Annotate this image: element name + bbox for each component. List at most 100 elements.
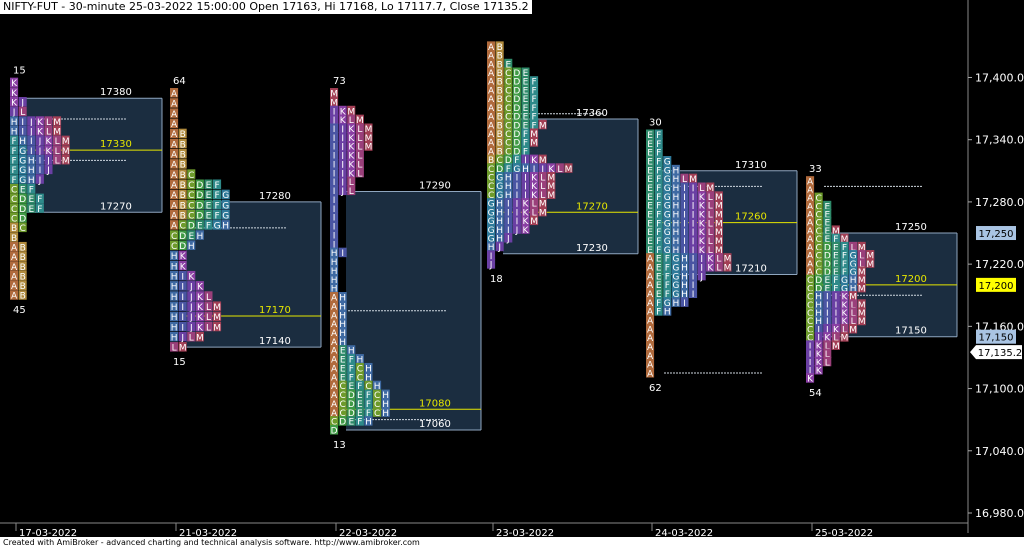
tpo-cell bbox=[840, 241, 849, 252]
tpo-letter: J bbox=[46, 166, 50, 176]
tpo-letter: H bbox=[28, 166, 35, 176]
tpo-letter: J bbox=[523, 182, 527, 192]
tpo-cell bbox=[338, 389, 347, 400]
tpo-cell bbox=[654, 253, 663, 263]
tpo-letter: C bbox=[807, 317, 813, 327]
tpo-cell bbox=[330, 398, 339, 408]
tpo-letter: J bbox=[340, 143, 344, 153]
tpo-letter: B bbox=[497, 113, 503, 123]
tpo-cell bbox=[530, 206, 539, 217]
tpo-cell bbox=[487, 76, 496, 86]
tpo-letter: L bbox=[540, 182, 545, 192]
tpo-cell bbox=[495, 50, 504, 60]
tpo-letter: A bbox=[171, 201, 178, 211]
va-high-label: 17310 bbox=[735, 160, 767, 171]
tpo-letter: C bbox=[816, 227, 822, 237]
tpo-cell bbox=[663, 235, 672, 246]
tpo-letter: B bbox=[497, 86, 503, 96]
tpo-cell bbox=[487, 128, 496, 138]
tpo-letter: A bbox=[488, 104, 495, 114]
tpo-letter: M bbox=[565, 165, 573, 175]
tpo-cell bbox=[330, 203, 339, 213]
tpo-letter: C bbox=[816, 260, 822, 270]
tpo-letter: L bbox=[859, 260, 864, 270]
tpo-cell bbox=[646, 323, 655, 334]
tpo-cell bbox=[857, 315, 866, 326]
tpo-letter: A bbox=[647, 361, 654, 371]
tpo-cell bbox=[814, 274, 823, 285]
tpo-cell bbox=[671, 226, 680, 237]
tpo-letter: L bbox=[682, 175, 687, 185]
tpo-cell bbox=[18, 174, 27, 184]
tpo-cell bbox=[364, 123, 373, 134]
tpo-letter: H bbox=[365, 418, 372, 428]
tpo-letter: H bbox=[488, 243, 495, 253]
tpo-cell bbox=[663, 297, 672, 307]
tpo-cell bbox=[521, 111, 530, 121]
tpo-letter: E bbox=[647, 158, 653, 168]
poc-label: 17330 bbox=[100, 139, 132, 150]
tpo-letter: D bbox=[196, 191, 203, 201]
tpo-cell bbox=[504, 163, 513, 173]
tpo-cell bbox=[806, 176, 815, 186]
tpo-cell bbox=[538, 163, 547, 173]
tpo-letter: K bbox=[531, 182, 538, 192]
tpo-letter: E bbox=[523, 78, 529, 88]
tpo-cell bbox=[495, 76, 504, 86]
tpo-letter: C bbox=[505, 130, 511, 140]
tpo-letter: L bbox=[206, 313, 211, 323]
tpo-cell bbox=[680, 279, 689, 290]
tpo-cell bbox=[27, 174, 36, 184]
tpo-cell bbox=[355, 114, 364, 125]
tpo-letter: M bbox=[62, 147, 70, 157]
tpo-cell bbox=[654, 279, 663, 290]
tpo-letter: C bbox=[505, 69, 511, 79]
tpo-cell bbox=[646, 235, 655, 246]
tpo-cell bbox=[806, 184, 815, 194]
tpo-cell bbox=[495, 198, 504, 208]
tpo-letter: J bbox=[834, 309, 838, 319]
tpo-cell bbox=[697, 235, 706, 246]
tpo-letter: J bbox=[38, 137, 42, 147]
tpo-letter: G bbox=[664, 202, 671, 212]
last-price-label: 17,135.2 bbox=[978, 348, 1023, 359]
tpo-letter: J bbox=[489, 252, 493, 262]
tpo-cell bbox=[53, 116, 62, 126]
tpo-cell bbox=[355, 407, 364, 417]
tpo-letter: C bbox=[816, 235, 822, 245]
tpo-letter: J bbox=[489, 261, 493, 271]
tpo-letter: A bbox=[488, 78, 495, 88]
tpo-letter: F bbox=[366, 391, 371, 401]
tpo-letter: A bbox=[171, 140, 178, 150]
tpo-letter: H bbox=[365, 364, 372, 374]
tpo-cell bbox=[806, 217, 815, 227]
tpo-cell bbox=[671, 173, 680, 184]
tpo-letter: F bbox=[12, 166, 17, 176]
tpo-cell bbox=[187, 281, 196, 291]
tpo-letter: G bbox=[841, 276, 848, 286]
tpo-letter: I bbox=[683, 228, 686, 238]
tpo-cell bbox=[27, 125, 36, 136]
tpo-letter: D bbox=[179, 242, 186, 252]
y-tick-label: 17,340.0 bbox=[975, 134, 1024, 147]
tpo-cell bbox=[18, 164, 27, 175]
tpo-letter: K bbox=[699, 211, 706, 221]
tpo-cell bbox=[806, 340, 815, 350]
tpo-letter: J bbox=[808, 342, 812, 352]
tpo-cell bbox=[487, 111, 496, 121]
tpo-cell bbox=[521, 102, 530, 112]
tpo-letter: K bbox=[523, 208, 530, 218]
tpo-letter: E bbox=[188, 232, 194, 242]
tpo-cell bbox=[487, 232, 496, 243]
tpo-letter: H bbox=[171, 313, 178, 323]
tpo-cell bbox=[521, 206, 530, 217]
tpo-letter: G bbox=[222, 211, 229, 221]
tpo-letter: E bbox=[206, 181, 212, 191]
tpo-letter: J bbox=[691, 237, 695, 247]
tpo-letter: A bbox=[331, 391, 338, 401]
tpo-letter: E bbox=[647, 140, 653, 150]
tpo-cell bbox=[806, 323, 815, 334]
tpo-cell bbox=[10, 135, 19, 146]
tpo-letter: G bbox=[664, 193, 671, 203]
